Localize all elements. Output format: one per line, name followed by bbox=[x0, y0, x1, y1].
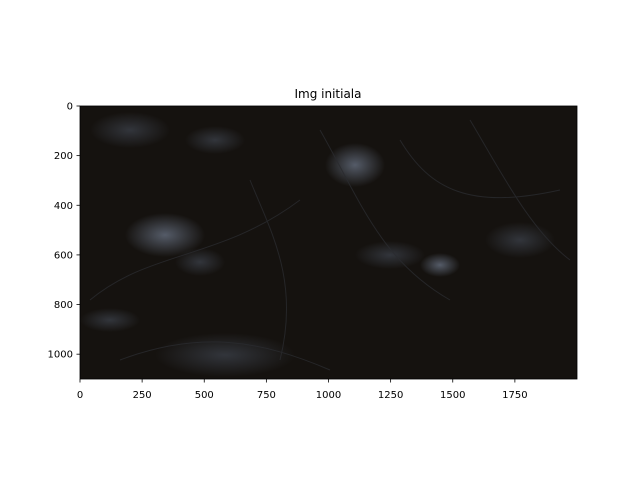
highlight-patch bbox=[80, 308, 140, 332]
y-tick-label: 600 bbox=[54, 250, 73, 261]
image-plot bbox=[80, 106, 577, 379]
highlight-patch bbox=[420, 253, 460, 277]
branch-line bbox=[469, 119, 571, 261]
branch-line bbox=[119, 341, 331, 371]
highlight-patch bbox=[355, 241, 425, 269]
highlight-patch bbox=[125, 213, 205, 257]
highlight-patch bbox=[325, 143, 385, 187]
highlight-patch bbox=[155, 333, 295, 377]
x-axis: 0 250 500 750 1000 1250 1500 1750 bbox=[77, 379, 528, 401]
x-tick-label: 1500 bbox=[440, 390, 465, 401]
chart-title: Img initiala bbox=[294, 87, 361, 101]
x-tick-label: 1750 bbox=[502, 390, 527, 401]
y-tick-label: 400 bbox=[54, 201, 73, 212]
y-axis: 0 200 400 600 800 1000 bbox=[48, 102, 80, 361]
highlight-patch bbox=[175, 248, 225, 276]
branch-line bbox=[249, 179, 288, 361]
x-tick-label: 250 bbox=[133, 390, 152, 401]
branch-line bbox=[89, 199, 301, 301]
x-tick-label: 750 bbox=[257, 390, 276, 401]
branch-line bbox=[319, 129, 451, 301]
x-tick-label: 1000 bbox=[316, 390, 341, 401]
y-tick-label: 800 bbox=[54, 300, 73, 311]
branch-line bbox=[399, 139, 561, 199]
y-tick-label: 200 bbox=[54, 151, 73, 162]
highlight-patch bbox=[90, 112, 170, 148]
x-tick-label: 0 bbox=[77, 390, 83, 401]
highlight-patch bbox=[485, 222, 555, 258]
x-tick-label: 1250 bbox=[378, 390, 403, 401]
highlight-patch bbox=[185, 126, 245, 154]
y-tick-label: 0 bbox=[67, 102, 73, 113]
x-tick-label: 500 bbox=[195, 390, 214, 401]
y-tick-label: 1000 bbox=[48, 350, 73, 361]
